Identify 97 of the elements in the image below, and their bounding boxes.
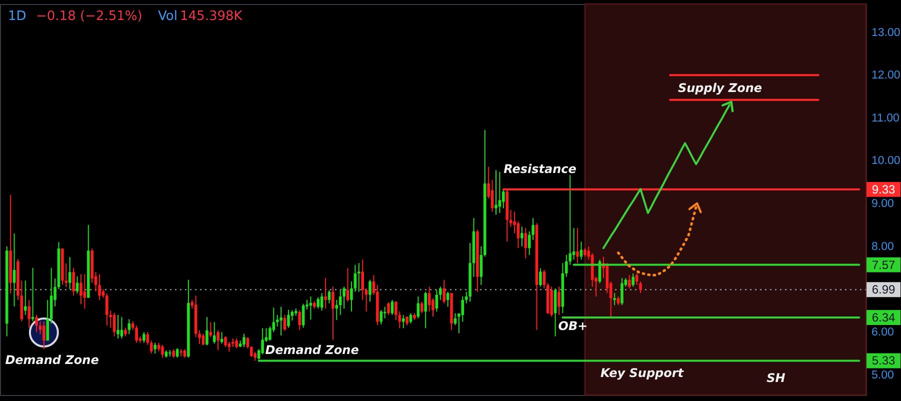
candlestick (235, 338, 238, 349)
candlestick (572, 227, 576, 260)
candlestick (83, 274, 86, 309)
candlestick (439, 286, 442, 300)
ref-line-label: 6.99 (872, 282, 896, 297)
candlestick (509, 209, 512, 228)
candlestick (620, 278, 624, 306)
candlestick (332, 286, 334, 340)
candlestick (98, 274, 101, 300)
candlestick (346, 268, 350, 302)
candlestick (380, 310, 383, 325)
candlestick (206, 316, 208, 346)
candlestick (68, 256, 72, 290)
y-tick-label: 5.00 (872, 369, 894, 382)
candlestick (357, 262, 360, 292)
candlestick (480, 246, 483, 286)
y-tick-label: 11.00 (872, 112, 900, 124)
candlestick (368, 279, 372, 302)
annotation: Resistance (504, 162, 576, 176)
candlestick (128, 318, 131, 335)
y-tick-label: 13.00 (872, 26, 900, 39)
candlestick (558, 286, 560, 316)
annotation: Supply Zone (678, 81, 762, 95)
candlestick (424, 291, 427, 329)
candlestick (209, 322, 212, 338)
candlestick (402, 314, 405, 329)
candlestick (324, 278, 327, 309)
candlestick (494, 170, 498, 216)
candlestick (161, 344, 164, 358)
candlestick (420, 301, 424, 314)
candlestick (116, 314, 120, 339)
candlestick (576, 227, 579, 264)
candlestick (428, 286, 431, 312)
data-label: 6.34 (872, 310, 896, 324)
candlestick (212, 322, 216, 344)
candlestick (524, 227, 528, 259)
data-label: 7.57 (872, 258, 896, 272)
candlestick (242, 333, 246, 348)
candlestick (364, 288, 368, 312)
chart-title: 1D (8, 9, 26, 24)
candlestick (490, 180, 494, 212)
annotation: Key Support (600, 366, 685, 380)
candlestick (442, 279, 446, 304)
candlestick (298, 310, 301, 330)
candlestick (628, 274, 631, 289)
y-tick-label: 9.00 (872, 198, 894, 210)
candlestick (35, 314, 38, 333)
candlestick (42, 320, 46, 350)
candlestick (446, 291, 450, 308)
annotation: SH (766, 371, 786, 385)
candlestick (635, 272, 638, 286)
candlestick (316, 296, 320, 309)
candlestick (154, 342, 156, 354)
point (721, 100, 734, 112)
candlestick (520, 226, 524, 247)
candlestick (146, 332, 150, 346)
candlestick (106, 293, 108, 326)
data-label: 9.33 (872, 182, 896, 196)
candlestick (12, 233, 16, 307)
candlestick (72, 267, 75, 296)
candlestick (287, 309, 290, 328)
data-label: 5.33 (872, 354, 896, 368)
candlestick (135, 325, 138, 344)
candlestick (228, 341, 231, 352)
candlestick (280, 306, 282, 336)
y-tick-label: 12.00 (872, 70, 900, 82)
candlestick (176, 348, 179, 358)
candlestick (335, 299, 338, 321)
annotation: Demand Zone (265, 343, 359, 357)
candlestick (24, 280, 27, 316)
candlestick (216, 330, 220, 351)
candlestick (28, 299, 30, 328)
candlestick (539, 268, 542, 288)
annotation: OB+ (558, 319, 588, 333)
candlestick (120, 316, 124, 339)
candlestick (338, 290, 342, 316)
candlestick (80, 274, 82, 305)
candlestick (46, 299, 50, 342)
annotation: −0.18 (−2.51%) (36, 9, 142, 24)
y-tick-label: 6.00 (872, 326, 894, 339)
candlestick (150, 340, 153, 354)
candlestick (224, 336, 227, 348)
candlestick (361, 259, 364, 300)
point (688, 202, 702, 214)
candlestick (498, 171, 502, 214)
candlestick (142, 332, 146, 344)
candlestick (387, 302, 390, 316)
annotation: Demand Zone (5, 353, 99, 367)
candlestick (542, 269, 546, 289)
y-tick-label: 8.00 (872, 240, 894, 253)
candlestick (250, 346, 253, 358)
candlestick (409, 312, 412, 324)
annotation: Vol 145.398K (158, 9, 243, 24)
candlestick (502, 188, 505, 209)
candlestick (632, 272, 635, 288)
candlestick (613, 292, 616, 306)
y-tick-label: 10.00 (872, 155, 900, 168)
